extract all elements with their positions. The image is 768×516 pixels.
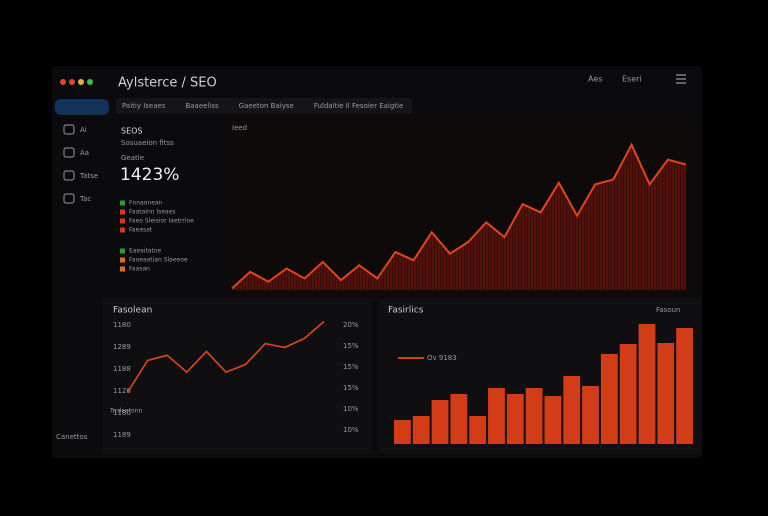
axis-label: 15% [343, 342, 359, 350]
nav-active[interactable] [55, 99, 109, 115]
sidebar-icon[interactable] [63, 147, 75, 158]
bar [450, 394, 468, 444]
list-item: Faeasat [129, 227, 153, 234]
summary-label: Geatle [121, 154, 144, 162]
trend-line [127, 320, 325, 393]
list-dot [120, 200, 125, 206]
panel-title: Fasolean [113, 306, 152, 316]
axis-label: 1289 [113, 343, 131, 351]
list-dot [120, 248, 125, 254]
chart-label: Ieed [232, 124, 247, 132]
bar [676, 328, 693, 444]
toolbar-button[interactable]: Gaeeton Baiyse [239, 102, 294, 110]
traffic-area [232, 144, 686, 290]
list-item: Eaeaitatoe [129, 248, 162, 255]
summary-value: 1423% [120, 165, 179, 185]
axis-label: 20% [343, 321, 359, 329]
sidebar-icon[interactable] [63, 193, 75, 204]
bar [657, 343, 675, 444]
page-title: Aylsterce / SEO [118, 76, 217, 91]
axis-label: 1189 [113, 431, 131, 439]
list-dot [120, 257, 125, 263]
panel-menu[interactable]: Fasoun [656, 306, 680, 314]
bar [582, 386, 599, 444]
sidebar-label[interactable]: Ai [80, 126, 87, 134]
sidebar-label[interactable]: Tac [79, 195, 91, 203]
header-badge[interactable]: Eseri [622, 75, 642, 84]
bar [638, 324, 656, 444]
menu-icon[interactable] [676, 74, 686, 84]
bar [525, 388, 543, 444]
list-dot [120, 218, 125, 224]
axis-label: 10% [343, 426, 359, 434]
list-item: Faatainn Iseaes [129, 209, 176, 216]
bar [412, 416, 430, 444]
list-item: Faoeaatian Slaeeoe [129, 257, 188, 264]
bar [506, 394, 524, 444]
line-panel [102, 298, 372, 454]
bar [488, 388, 505, 444]
legend-text: Ov 9183 [427, 354, 457, 362]
axis-label: 1180 [113, 321, 131, 329]
bar [544, 396, 562, 444]
bar [469, 416, 487, 444]
window-dots [60, 79, 93, 85]
sidebar-label[interactable]: Aa [80, 149, 89, 157]
header-text[interactable]: Aes [588, 75, 602, 84]
sidebar-label[interactable]: Tatse [79, 172, 98, 180]
toolbar-button[interactable]: Fuldaitie Il Fesoier Eaigtie [314, 102, 404, 110]
bar [563, 376, 581, 444]
axis-label: 15% [343, 363, 359, 371]
axis-label: 1126 [113, 387, 131, 395]
axis-label: 15% [343, 384, 359, 392]
list-dot [120, 266, 125, 272]
toolbar [116, 98, 412, 114]
list-item: Faasan [129, 266, 150, 273]
summary-subtitle: Sosuaeion fitss [121, 139, 174, 147]
list-item: Fnnaonean [129, 200, 163, 207]
bar [394, 420, 411, 444]
list-dot [120, 209, 125, 215]
content: Paitiy Iseaes Baaeeliss Gaeeton Baiyse Fuld… [63, 102, 693, 444]
axis-label: 10% [343, 405, 359, 413]
toolbar-button[interactable]: Baaeeliss [185, 102, 219, 110]
toolbar-button[interactable]: Paitiy Iseaes [122, 102, 166, 110]
axis-label: 1180 [113, 409, 131, 417]
summary-title: SEOS [121, 127, 143, 136]
sidebar-icon[interactable] [63, 124, 75, 135]
list-dot [120, 227, 125, 233]
bar [600, 354, 618, 444]
axis-label: 1188 [113, 365, 131, 373]
list-item: Faeo Sleisior Iaetrrloe [129, 218, 194, 225]
sidebar-icon[interactable] [63, 170, 75, 181]
bar [619, 344, 637, 444]
traffic-line [231, 142, 687, 290]
bar [431, 400, 449, 444]
sidebar-footer[interactable]: Canettos [56, 433, 88, 441]
panel-title: Fasirlics [388, 306, 424, 316]
panel-note: Trrdeetonn [109, 408, 143, 415]
